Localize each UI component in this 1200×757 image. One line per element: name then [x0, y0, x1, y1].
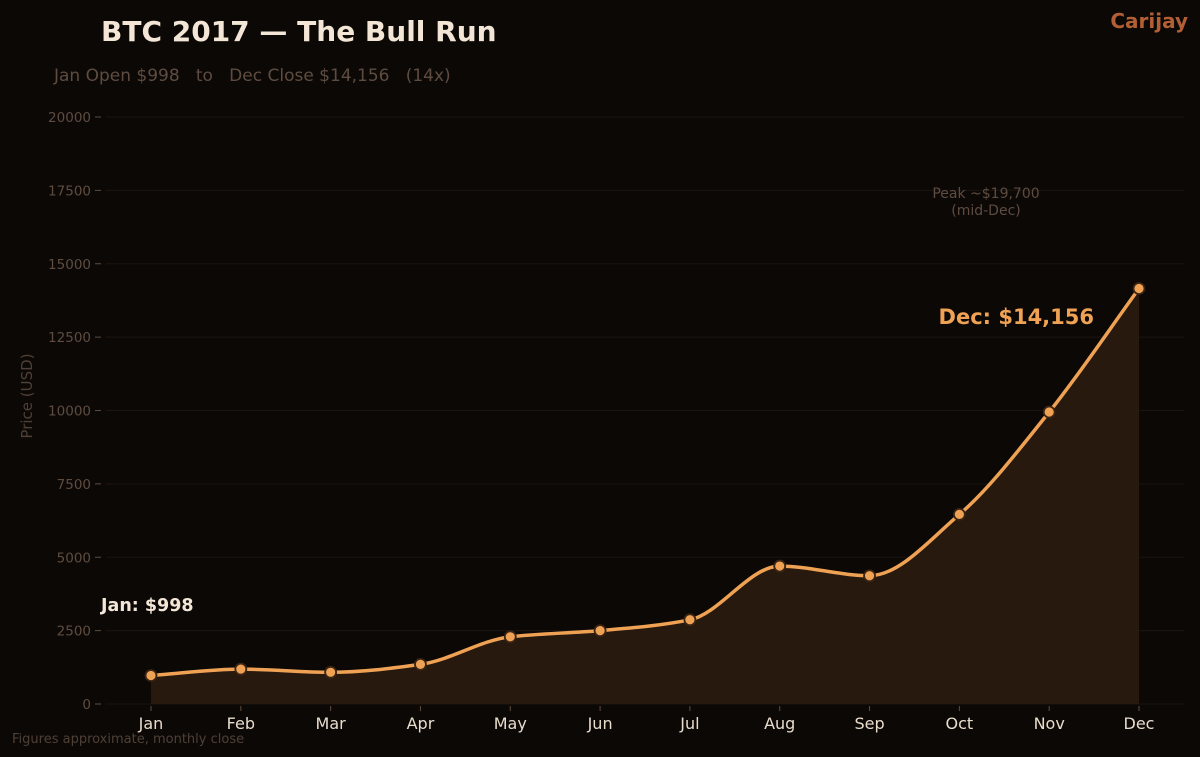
- jan-annotation: Jan: $998: [100, 596, 194, 616]
- y-tick-label: 2500: [57, 624, 91, 640]
- y-tick-label: 15000: [48, 257, 91, 273]
- grid-lines: [106, 116, 1184, 705]
- peak-annotation-line2: (mid-Dec): [951, 203, 1020, 219]
- data-point-mar: [324, 665, 338, 679]
- x-axis: Jan Feb Mar Apr May Jun Jul Aug Sep Oct Nov Dec: [138, 706, 1155, 733]
- y-axis-label: Price (USD): [18, 353, 36, 438]
- y-tick-label: 10000: [48, 404, 91, 420]
- x-tick-label: Jun: [587, 714, 613, 733]
- data-point-dec: [1132, 282, 1146, 295]
- x-tick-label: Oct: [946, 714, 974, 733]
- y-tick-label: 20000: [48, 110, 91, 126]
- data-point-feb: [234, 662, 248, 676]
- data-point-jul: [683, 613, 697, 627]
- data-point-nov: [1042, 405, 1056, 419]
- peak-annotation-line1: Peak ~$19,700: [932, 186, 1039, 202]
- x-tick-label: Apr: [407, 714, 435, 733]
- x-tick-label: Sep: [854, 714, 884, 733]
- y-tick-label: 17500: [48, 183, 91, 199]
- y-tick-label: 5000: [57, 550, 91, 566]
- x-tick-label: Nov: [1034, 714, 1065, 733]
- data-point-jun: [593, 624, 607, 638]
- x-tick-label: Aug: [764, 714, 795, 733]
- data-points: [144, 282, 1146, 682]
- x-tick-label: Feb: [227, 714, 255, 733]
- chart-title: BTC 2017 — The Bull Run: [101, 15, 497, 48]
- y-axis: 0 2500 5000 7500 10000 12500 15000 17500 20000: [48, 110, 101, 713]
- y-tick-label: 12500: [48, 330, 91, 346]
- data-point-oct: [952, 507, 966, 521]
- brand-label: Carijay: [1110, 9, 1188, 33]
- data-point-apr: [414, 657, 427, 671]
- data-point-jan: [144, 669, 158, 682]
- y-tick-label: 7500: [57, 477, 91, 493]
- x-tick-label: Mar: [316, 714, 347, 733]
- y-tick-label: 0: [82, 697, 91, 713]
- data-point-may: [503, 630, 517, 644]
- x-tick-label: Dec: [1124, 714, 1155, 733]
- x-tick-label: May: [494, 714, 527, 733]
- x-tick-label: Jan: [138, 714, 164, 733]
- dec-annotation: Dec: $14,156: [939, 305, 1094, 329]
- chart-subtitle: Jan Open $998 to Dec Close $14,156 (14x): [53, 66, 451, 86]
- footnote: Figures approximate, monthly close: [12, 732, 244, 747]
- data-point-sep: [863, 569, 876, 583]
- data-point-aug: [773, 559, 787, 573]
- x-tick-label: Jul: [679, 714, 699, 733]
- price-area-fill: [151, 288, 1139, 704]
